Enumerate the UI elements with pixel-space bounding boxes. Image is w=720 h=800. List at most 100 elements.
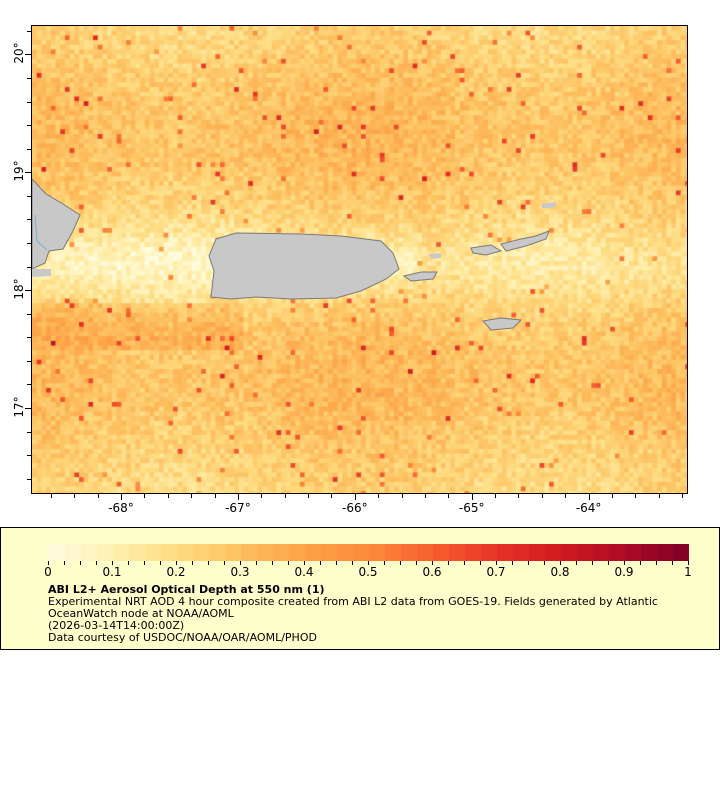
aod-map	[31, 25, 688, 494]
colorbar-tick-label: 1	[684, 565, 692, 579]
colorbar-tick	[496, 561, 497, 565]
colorbar-tick	[560, 561, 561, 565]
colorbar-segment	[577, 544, 593, 561]
river	[34, 214, 48, 251]
colorbar-segment	[401, 544, 417, 561]
y-tick-label: 18°	[12, 278, 26, 300]
y-tick-label: 20°	[12, 42, 26, 65]
x-tick	[682, 494, 684, 498]
y-tick	[27, 148, 31, 150]
x-tick	[658, 494, 660, 498]
x-tick	[237, 494, 239, 500]
colorbar-tick	[64, 561, 65, 565]
colorbar-tick	[112, 561, 113, 565]
colorbar-tick	[176, 561, 177, 565]
colorbar-tick	[576, 561, 577, 565]
colorbar-tick	[352, 561, 353, 565]
colorbar-tick	[192, 561, 193, 565]
st-croix	[482, 317, 523, 331]
colorbar-segment	[497, 544, 513, 561]
y-tick	[27, 219, 31, 221]
y-tick	[27, 101, 31, 103]
colorbar-segment	[561, 544, 577, 561]
colorbar-segment	[657, 544, 673, 561]
colorbar-tick	[160, 561, 161, 565]
y-tick	[25, 290, 31, 292]
colorbar-tick	[688, 561, 689, 565]
y-tick	[27, 266, 31, 268]
y-tick	[27, 313, 31, 315]
x-tick	[167, 494, 169, 498]
colorbar-tick	[608, 561, 609, 565]
colorbar-segment	[433, 544, 449, 561]
st-thomas	[470, 244, 503, 256]
colorbar-tick	[656, 561, 657, 565]
colorbar-tick	[624, 561, 625, 565]
colorbar-segment	[529, 544, 545, 561]
colorbar-segment	[337, 544, 353, 561]
colorbar-tick	[544, 561, 545, 565]
colorbar-segment	[641, 544, 657, 561]
colorbar-tick	[128, 561, 129, 565]
colorbar	[49, 544, 689, 561]
colorbar-tick-label: 0.4	[294, 565, 314, 579]
x-tick	[284, 494, 286, 498]
colorbar-tick	[368, 561, 369, 565]
colorbar-tick	[672, 561, 673, 565]
x-tick	[214, 494, 216, 498]
y-tick	[27, 384, 31, 386]
y-tick	[27, 337, 31, 339]
colorbar-tick	[304, 561, 305, 565]
x-tick	[612, 494, 613, 498]
colorbar-segment	[273, 544, 289, 561]
colorbar-segment	[625, 544, 641, 561]
legend-panel: 0 0.1 0.2 0.3 0.4 0.5 0.6 0.7 0.8 0.9 1 ABI L2+ Ae…	[0, 527, 720, 650]
colorbar-tick	[320, 561, 321, 565]
culebra	[429, 253, 441, 259]
x-tick	[331, 494, 333, 498]
colorbar-tick	[336, 561, 337, 565]
colorbar-segment	[289, 544, 305, 561]
colorbar-segment	[65, 544, 81, 561]
y-tick	[27, 125, 31, 127]
colorbar-tick-label: 0.2	[166, 565, 186, 579]
x-tick	[378, 494, 380, 498]
colorbar-tick	[464, 561, 465, 565]
legend-description-2: OceanWatch node at NOAA/AOML	[48, 607, 234, 620]
colorbar-tick	[432, 561, 433, 565]
x-tick	[565, 494, 567, 498]
colorbar-segment	[177, 544, 193, 561]
x-tick	[588, 494, 590, 500]
colorbar-segment	[593, 544, 609, 561]
colorbar-tick	[400, 561, 401, 565]
colorbar-segment	[113, 544, 129, 561]
colorbar-tick	[80, 561, 81, 565]
legend-time: (2026-03-14T14:00:00Z)	[48, 619, 185, 632]
colorbar-tick-label: 0.3	[230, 565, 250, 579]
colorbar-segment	[545, 544, 561, 561]
colorbar-segment	[609, 544, 625, 561]
colorbar-segment	[481, 544, 497, 561]
colorbar-tick	[240, 561, 241, 565]
y-tick	[27, 78, 31, 80]
y-tick	[27, 243, 31, 244]
x-tick	[121, 494, 123, 500]
x-tick	[97, 494, 99, 498]
colorbar-segment	[161, 544, 177, 561]
colorbar-tick	[224, 561, 225, 565]
x-tick	[448, 494, 450, 498]
colorbar-tick	[384, 561, 385, 565]
colorbar-segment	[49, 544, 65, 561]
y-tick	[27, 360, 31, 362]
x-tick	[541, 494, 543, 498]
colorbar-tick-label: 0.1	[102, 565, 122, 579]
x-tick	[50, 494, 52, 498]
colorbar-segment	[321, 544, 337, 561]
colorbar-tick-label: 0.8	[550, 565, 570, 579]
colorbar-segment	[193, 544, 209, 561]
x-tick	[144, 494, 146, 498]
colorbar-tick	[96, 561, 97, 565]
colorbar-tick-label: 0.9	[614, 565, 634, 579]
x-tick	[495, 494, 497, 498]
colorbar-segment	[97, 544, 113, 561]
